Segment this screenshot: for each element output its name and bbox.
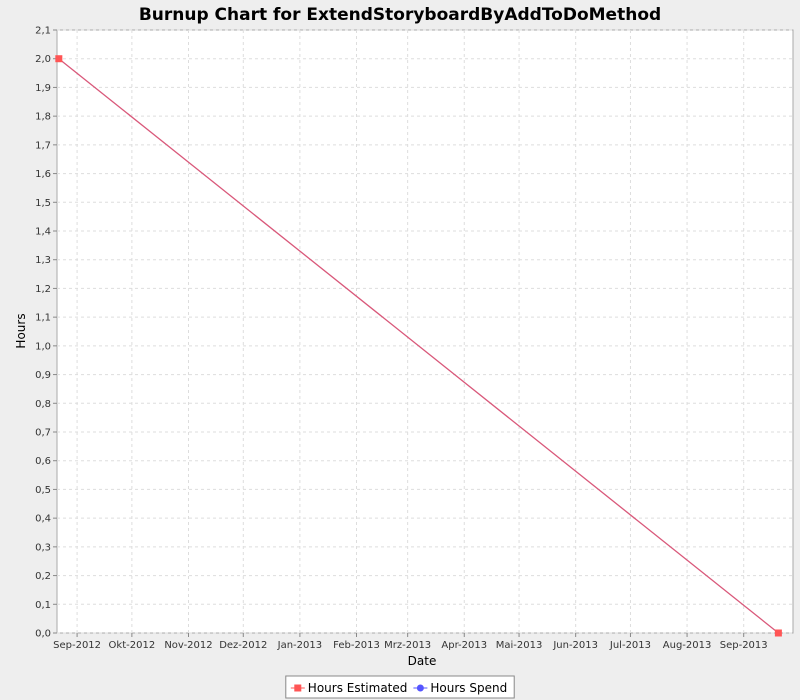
legend: Hours Estimated Hours Spend: [285, 675, 515, 699]
data-point: [55, 55, 63, 63]
x-axis-ticks: Sep-2012 Okt-2012 Nov-2012 Dez-2012 Jan-2013…: [53, 633, 768, 651]
y-tick-label: 1,7: [35, 140, 51, 151]
y-tick-label: 1,8: [35, 112, 51, 123]
y-tick-label: 0,3: [35, 542, 51, 553]
y-tick-label: 1,6: [35, 169, 51, 180]
y-tick-label: 2,1: [35, 26, 51, 37]
grid: [57, 29, 793, 634]
x-tick-label: Sep-2012: [53, 640, 101, 651]
x-tick-label: Aug-2013: [663, 640, 712, 651]
series-line-0: [58, 58, 779, 634]
y-tick-label: 0,2: [35, 571, 51, 582]
legend-label: Hours Spend: [430, 681, 507, 695]
y-tick-label: 1,2: [35, 284, 51, 295]
x-tick-label: Dez-2012: [219, 640, 267, 651]
data-point: [774, 629, 782, 637]
y-tick-label: 0,0: [35, 629, 51, 640]
plot-area: [56, 29, 794, 634]
x-tick-label: Jun-2013: [552, 640, 598, 651]
x-tick-label: Nov-2012: [164, 640, 212, 651]
x-tick-label: Okt-2012: [109, 640, 156, 651]
x-tick-label: Mai-2013: [496, 640, 543, 651]
legend-box: [285, 675, 515, 699]
legend-marker: [294, 684, 302, 692]
x-tick-label: Apr-2013: [441, 640, 487, 651]
y-tick-label: 0,8: [35, 399, 51, 410]
y-tick-label: 0,1: [35, 600, 51, 611]
legend-marker: [416, 684, 424, 692]
y-tick-label: 0,7: [35, 428, 51, 439]
x-tick-label: Jan-2013: [277, 640, 322, 651]
chart-title: Burnup Chart for ExtendStoryboardByAddTo…: [139, 5, 661, 25]
y-tick-label: 2,0: [35, 54, 51, 65]
x-tick-label: Mrz-2013: [384, 640, 431, 651]
y-tick-label: 1,0: [35, 341, 51, 352]
y-tick-label: 1,1: [35, 313, 51, 324]
x-axis-label: Date: [408, 654, 437, 668]
x-tick-label: Sep-2013: [720, 640, 768, 651]
x-tick-label: Jul-2013: [609, 640, 651, 651]
y-axis-ticks: 0,0 0,1 0,2 0,3 0,4 0,5 0,6 0,7 0,8 0,9 1,0 1,1 1,2 1…: [35, 26, 57, 640]
y-tick-label: 0,6: [35, 456, 51, 467]
y-tick-label: 1,4: [35, 227, 51, 238]
y-tick-label: 1,9: [35, 83, 51, 94]
y-tick-label: 1,5: [35, 198, 51, 209]
y-tick-label: 0,5: [35, 485, 51, 496]
y-axis-label: Hours: [14, 313, 28, 348]
legend-label: Hours Estimated: [308, 681, 408, 695]
x-tick-label: Feb-2013: [333, 640, 380, 651]
y-tick-label: 0,4: [35, 514, 51, 525]
y-tick-label: 1,3: [35, 255, 51, 266]
y-tick-label: 0,9: [35, 370, 51, 381]
series-layer: [55, 55, 782, 637]
